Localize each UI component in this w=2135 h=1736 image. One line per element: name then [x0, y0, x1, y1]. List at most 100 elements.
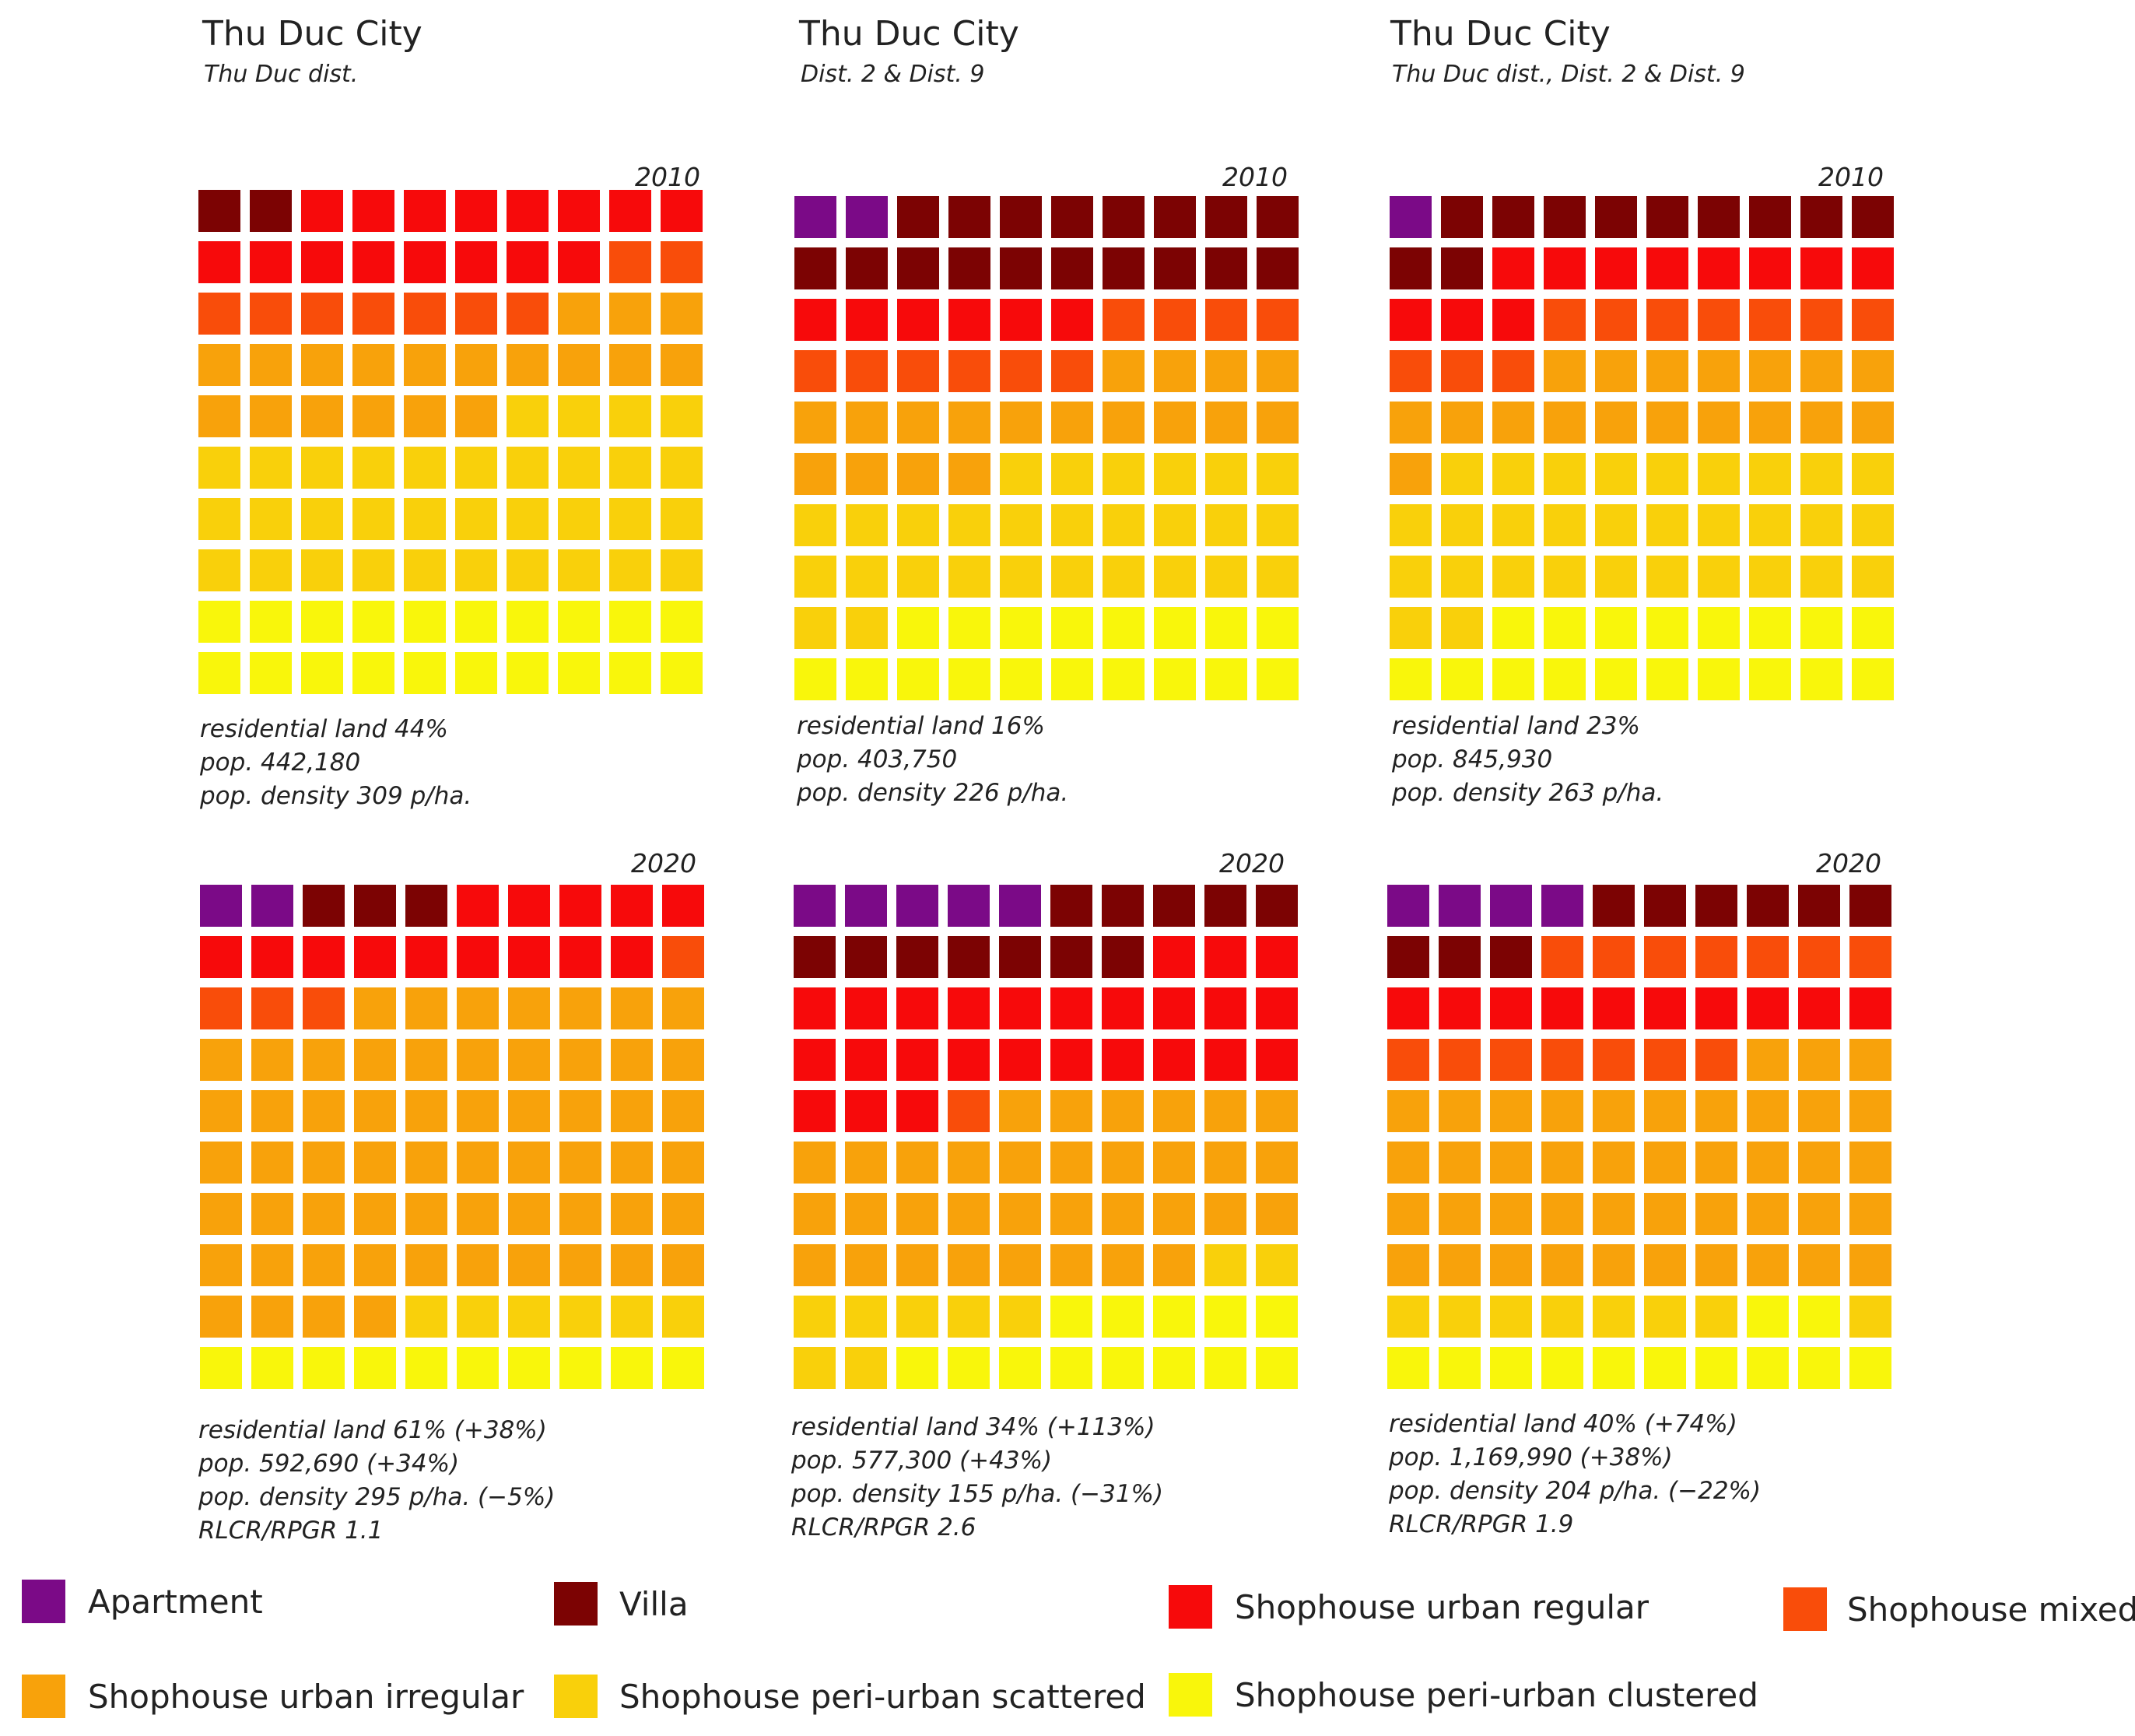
waffle-cell-mixed	[200, 987, 242, 1029]
waffle-cell-irregular	[1798, 1039, 1840, 1081]
waffle-cell-villa	[1204, 885, 1246, 927]
waffle-cell-irregular	[1439, 1142, 1481, 1184]
legend-label-shophouse-urban-irregular: Shophouse urban irregular	[88, 1678, 524, 1716]
waffle-cell-irregular	[1695, 1244, 1737, 1286]
stat-line: pop. density 204 p/ha. (−22%)	[1389, 1477, 1762, 1505]
waffle-cell-clustered	[1749, 607, 1791, 649]
waffle-cell-scattered	[405, 1296, 447, 1338]
waffle-cell-clustered	[1051, 607, 1093, 649]
waffle-cell-regular	[301, 190, 343, 232]
waffle-cell-clustered	[1153, 1296, 1195, 1338]
waffle-cell-villa	[1154, 196, 1196, 238]
waffle-cell-regular	[558, 190, 600, 232]
waffle-cell-irregular	[611, 987, 653, 1029]
waffle-cell-regular	[405, 936, 447, 978]
waffle-cell-villa	[1154, 247, 1196, 289]
waffle-cell-clustered	[846, 658, 888, 700]
waffle-cell-clustered	[1747, 1347, 1789, 1389]
waffle-cell-villa	[1441, 196, 1483, 238]
stat-line: pop. density 155 p/ha. (−31%)	[791, 1480, 1164, 1508]
legend-label-shophouse-peri-urban-scattered: Shophouse peri-urban scattered	[619, 1678, 1146, 1716]
waffle-cell-irregular	[1390, 453, 1432, 495]
waffle-cell-apartment	[1541, 885, 1583, 927]
waffle-cell-clustered	[250, 652, 292, 694]
stat-line: residential land 44%	[200, 715, 448, 743]
waffle-cell-regular	[303, 936, 345, 978]
waffle-cell-apartment	[846, 196, 888, 238]
waffle-cell-scattered	[1698, 556, 1740, 598]
waffle-cell-mixed	[948, 350, 990, 392]
waffle-cell-mixed	[1852, 299, 1894, 341]
waffle-cell-regular	[1050, 1039, 1092, 1081]
waffle-cell-scattered	[1051, 556, 1093, 598]
waffle-cell-irregular	[1644, 1142, 1686, 1184]
waffle-cell-clustered	[1544, 607, 1586, 649]
panel-3-title: Thu Duc City	[1390, 14, 1611, 54]
waffle-cell-scattered	[1698, 504, 1740, 546]
waffle-cell-scattered	[1492, 504, 1534, 546]
waffle-cell-irregular	[251, 1142, 293, 1184]
waffle-cell-clustered	[1204, 1347, 1246, 1389]
legend-swatch-shophouse-peri-urban-clustered	[1169, 1673, 1212, 1717]
waffle-cell-regular	[1102, 1039, 1144, 1081]
waffle-cell-regular	[1256, 1039, 1298, 1081]
waffle-cell-regular	[1153, 1039, 1195, 1081]
year-label-2020-a: 2020	[631, 848, 696, 879]
waffle-cell-villa	[948, 247, 990, 289]
waffle-cell-regular	[1646, 247, 1688, 289]
legend-label-shophouse-mixed: Shophouse mixed	[1847, 1590, 2135, 1629]
waffle-cell-scattered	[1595, 453, 1637, 495]
stat-line: RLCR/RPGR 1.9	[1389, 1510, 1574, 1538]
stat-line: pop. 592,690 (+34%)	[198, 1450, 460, 1478]
waffle-cell-irregular	[1257, 350, 1299, 392]
waffle-cell-villa	[1749, 196, 1791, 238]
waffle-cell-irregular	[1852, 350, 1894, 392]
waffle-cell-irregular	[1050, 1090, 1092, 1132]
waffle-cell-scattered	[1595, 504, 1637, 546]
waffle-cell-irregular	[558, 293, 600, 335]
waffle-cell-clustered	[1646, 607, 1688, 649]
stat-line: residential land 23%	[1392, 712, 1640, 740]
waffle-cell-clustered	[662, 1347, 704, 1389]
waffle-cell-irregular	[897, 453, 939, 495]
waffle-cell-regular	[1256, 987, 1298, 1029]
waffle-cell-scattered	[1439, 1296, 1481, 1338]
waffle-cell-scattered	[1257, 453, 1299, 495]
waffle-cell-mixed	[1644, 936, 1686, 978]
waffle-cell-irregular	[354, 1296, 396, 1338]
waffle-cell-villa	[896, 936, 938, 978]
waffle-cell-regular	[1492, 299, 1534, 341]
waffle-cell-irregular	[405, 1193, 447, 1235]
waffle-cell-clustered	[661, 652, 703, 694]
legend-label-shophouse-peri-urban-clustered: Shophouse peri-urban clustered	[1235, 1676, 1758, 1714]
waffle-cell-irregular	[457, 1142, 499, 1184]
waffle-cell-regular	[559, 936, 601, 978]
waffle-cell-villa	[1205, 196, 1247, 238]
stat-line: RLCR/RPGR 1.1	[198, 1517, 384, 1545]
waffle-cell-irregular	[1747, 1142, 1789, 1184]
waffle-cell-irregular	[1749, 402, 1791, 444]
waffle-cell-apartment	[1390, 196, 1432, 238]
stat-line: pop. density 309 p/ha.	[200, 782, 472, 810]
waffle-cell-villa	[250, 190, 292, 232]
waffle-cell-clustered	[1852, 607, 1894, 649]
waffle-cell-clustered	[1154, 607, 1196, 649]
waffle-cell-irregular	[1852, 402, 1894, 444]
waffle-cell-scattered	[559, 1296, 601, 1338]
waffle-cell-regular	[1102, 987, 1144, 1029]
waffle-cell-mixed	[1646, 299, 1688, 341]
waffle-cell-mixed	[1544, 299, 1586, 341]
waffle-cell-regular	[404, 241, 446, 283]
waffle-cell-irregular	[405, 1090, 447, 1132]
waffle-cell-scattered	[1051, 504, 1093, 546]
waffle-cell-villa	[1387, 936, 1429, 978]
waffle-cell-villa	[354, 885, 396, 927]
waffle-cell-apartment	[200, 885, 242, 927]
waffle-cell-irregular	[846, 453, 888, 495]
waffle-cell-regular	[999, 1039, 1041, 1081]
waffle-cell-regular	[250, 241, 292, 283]
waffle-cell-villa	[999, 936, 1041, 978]
waffle-cell-clustered	[896, 1347, 938, 1389]
waffle-cell-irregular	[1595, 402, 1637, 444]
waffle-cell-villa	[897, 247, 939, 289]
